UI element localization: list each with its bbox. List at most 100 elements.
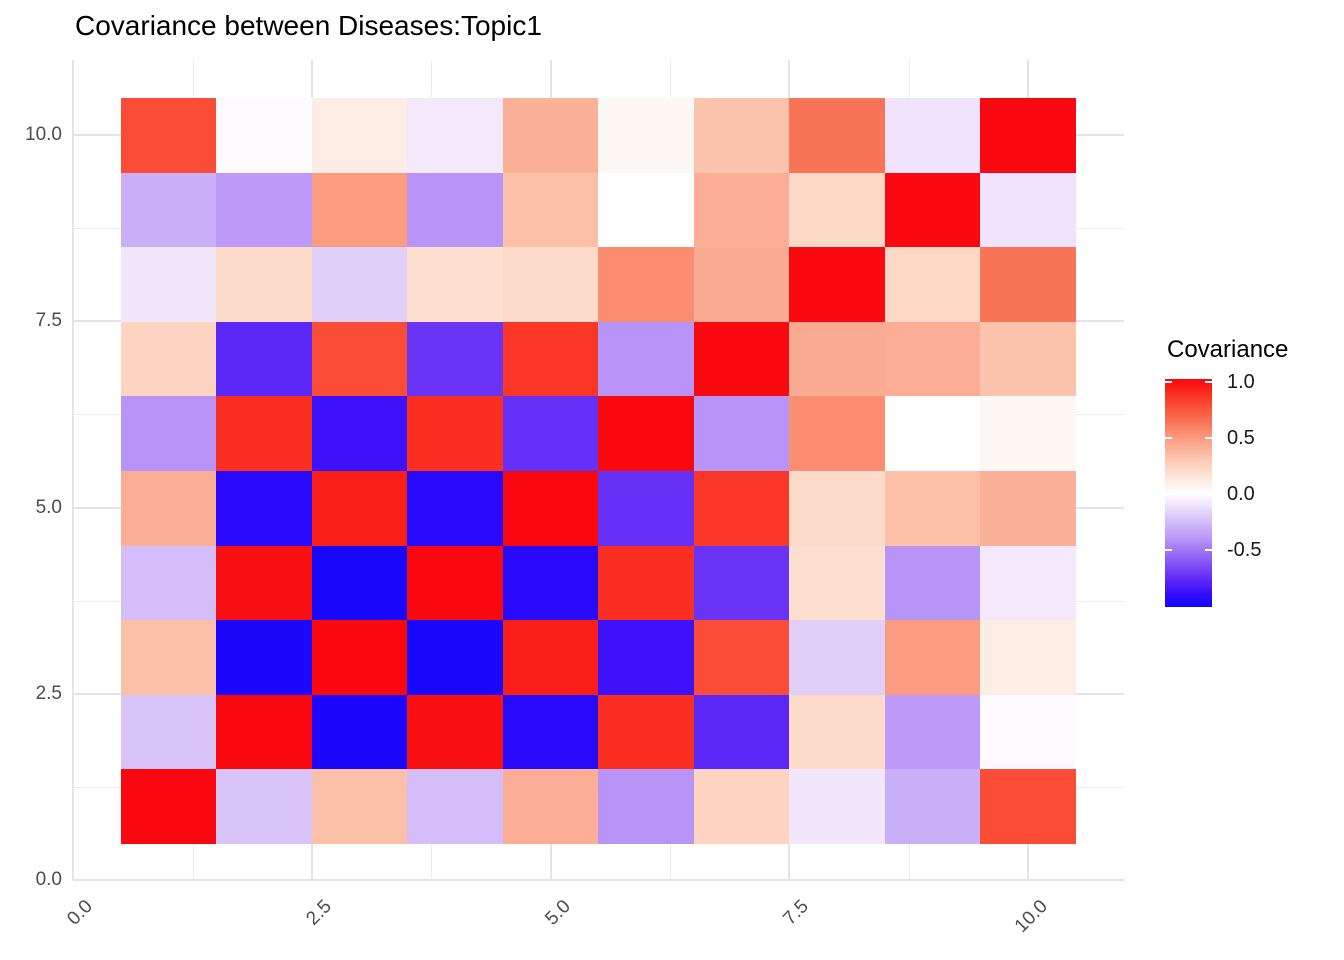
heatmap-cell [216,246,313,322]
heatmap-cell [598,172,695,248]
heatmap-cell [789,544,886,621]
legend-tick-label: 0.0 [1227,482,1255,505]
legend-tick-label: -0.5 [1227,539,1262,562]
heatmap-cell [598,619,695,695]
heatmap-cell [121,172,218,248]
legend-bar-tick [1165,436,1172,439]
heatmap-cell [598,470,695,546]
heatmap-cell [502,172,599,248]
heatmap-cell [121,97,218,173]
heatmap-cell [502,470,599,546]
heatmap-cell [884,395,981,471]
heatmap-cell [311,395,408,471]
legend-colorbar [1165,379,1212,607]
heatmap-cell [407,470,504,546]
heatmap-cell [121,768,218,844]
heatmap-cell [980,694,1077,770]
major-gridline [73,879,1124,882]
heatmap-cell [311,97,408,173]
legend-tick-label: 0.5 [1227,426,1255,449]
x-axis-tick-label: 5.0 [540,896,575,930]
legend-bar-tick [1165,380,1172,383]
heatmap-cell [311,321,408,397]
heatmap-cell [980,544,1077,621]
heatmap-cell [311,544,408,621]
heatmap-cell [693,544,790,621]
heatmap-cell [407,619,504,695]
heatmap-cell [884,619,981,695]
heatmap-cell [216,470,313,546]
x-axis-tick-label: 7.5 [779,896,814,930]
heatmap-cell [693,97,790,173]
heatmap-cell [884,470,981,546]
heatmap-cell [884,97,981,173]
heatmap-cell [980,395,1077,471]
heatmap-cell [502,768,599,844]
heatmap-cell [693,321,790,397]
y-axis-tick-label: 10.0 [25,123,62,145]
heatmap-cell [789,619,886,695]
heatmap-cell [502,246,599,322]
heatmap-cell [789,694,886,770]
heatmap-cell [502,395,599,471]
heatmap-cell [598,544,695,621]
heatmap-cell [789,395,886,471]
heatmap-cell [311,619,408,695]
heatmap-cell [693,395,790,471]
heatmap-cell [216,694,313,770]
heatmap-cell [789,768,886,844]
heatmap-cell [980,246,1077,322]
legend-bar-tick [1205,549,1212,552]
heatmap-cell [311,246,408,322]
heatmap-cell [407,246,504,322]
y-axis-tick-label: 0.0 [35,869,62,891]
heatmap-cell [884,246,981,322]
heatmap-cell [502,544,599,621]
x-axis-tick-label: 2.5 [302,896,336,930]
heatmap-cell [502,619,599,695]
heatmap-cell [216,172,313,248]
heatmap-cell [884,768,981,844]
heatmap-cell [789,97,886,173]
heatmap-cell [216,768,313,844]
heatmap-cell [502,694,599,770]
legend-bar-tick [1165,492,1172,495]
heatmap-cell [598,97,695,173]
legend-bar-tick [1205,492,1212,495]
legend-bar-tick [1205,436,1212,439]
heatmap-cell [311,172,408,248]
heatmap-cell [216,395,313,471]
heatmap-cell [407,544,504,621]
y-axis-tick-label: 2.5 [35,683,62,705]
heatmap-cell [789,321,886,397]
major-gridline [72,60,75,881]
heatmap-cell [884,544,981,621]
heatmap-cell [216,619,313,695]
heatmap-cell [598,395,695,471]
heatmap-cell [980,172,1077,248]
heatmap-cell [407,395,504,471]
legend-bar-tick [1165,549,1172,552]
heatmap-cell [980,321,1077,397]
heatmap-cell [884,172,981,248]
heatmap-cell [502,321,599,397]
heatmap-cell [693,768,790,844]
plot-title: Covariance between Diseases:Topic1 [75,10,542,41]
heatmap-cell [598,694,695,770]
heatmap-cell [121,470,218,546]
heatmap-cell [121,395,218,471]
heatmap-cell [216,321,313,397]
heatmap-cell [407,694,504,770]
heatmap-cell [693,470,790,546]
heatmap-cell [121,246,218,322]
heatmap-cell [884,321,981,397]
legend-bar-tick [1205,380,1212,383]
heatmap-cell [407,321,504,397]
heatmap-cell [311,768,408,844]
heatmap-cell [693,619,790,695]
heatmap-cell [121,619,218,695]
heatmap-cell [216,544,313,621]
y-axis-tick-label: 7.5 [35,310,62,332]
x-axis-tick-label: 0.0 [63,896,98,930]
heatmap-cell [121,544,218,621]
